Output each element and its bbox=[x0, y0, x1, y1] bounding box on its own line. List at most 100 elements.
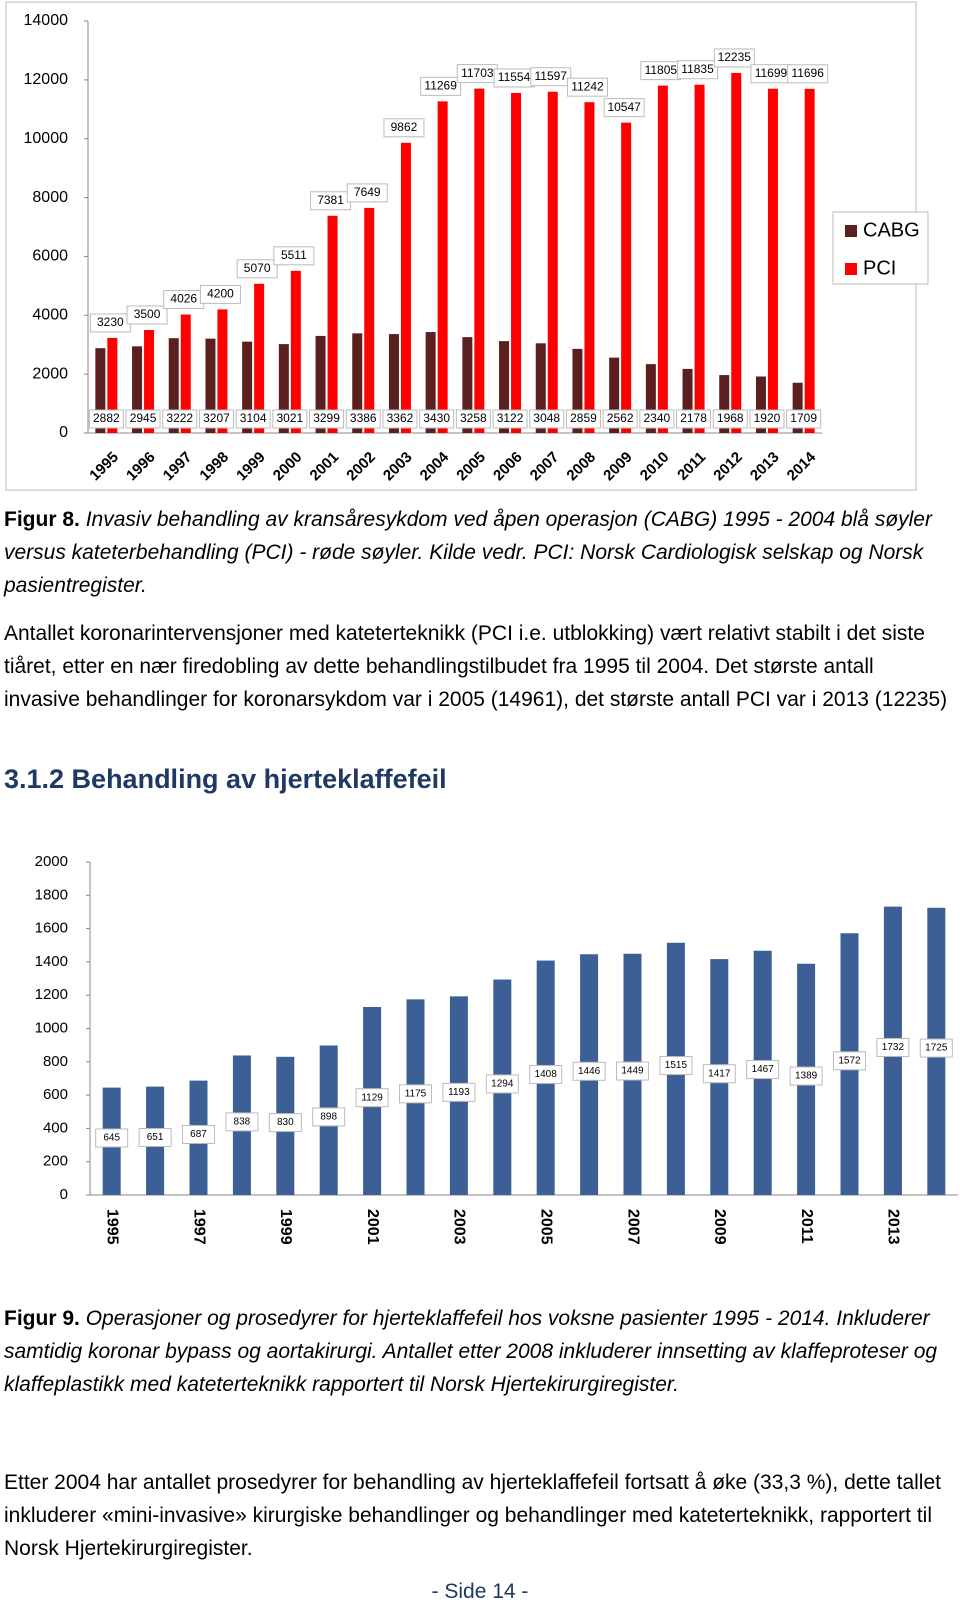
data-label-box bbox=[88, 409, 124, 429]
data-label: 11554 bbox=[498, 70, 531, 84]
caption: Figur 8. Invasiv behandling av kransåres… bbox=[4, 503, 949, 602]
data-label: 11805 bbox=[645, 63, 678, 77]
bar bbox=[144, 330, 155, 433]
data-label: 1193 bbox=[448, 1087, 470, 1098]
data-label-box bbox=[702, 1064, 736, 1084]
data-label-box bbox=[485, 1074, 519, 1094]
data-label-box bbox=[786, 409, 822, 429]
caption-label: Figur 8. bbox=[4, 508, 80, 531]
x-tick-label: 2009 bbox=[711, 1209, 728, 1245]
x-tick-label: 2013 bbox=[885, 1209, 902, 1245]
data-label: 3104 bbox=[240, 411, 267, 425]
x-tick-label: 2001 bbox=[364, 1209, 381, 1245]
data-label-box bbox=[676, 409, 712, 429]
bar bbox=[217, 309, 228, 433]
legend-swatch bbox=[845, 225, 857, 237]
data-label: 2178 bbox=[680, 411, 707, 425]
data-label-box bbox=[529, 409, 565, 429]
data-label-box bbox=[603, 98, 645, 118]
page-footer: - Side 14 - bbox=[431, 1580, 529, 1603]
data-label-box bbox=[126, 305, 168, 325]
bar bbox=[437, 101, 448, 433]
data-label: 1294 bbox=[491, 1079, 514, 1090]
paragraph: Antallet koronarintervensjoner med katet… bbox=[4, 622, 948, 711]
data-label-box bbox=[225, 1112, 259, 1132]
data-label-box bbox=[455, 409, 491, 429]
data-label-box bbox=[492, 409, 528, 429]
y-tick-label: 1800 bbox=[35, 886, 68, 903]
bar bbox=[388, 334, 399, 433]
data-label: 1449 bbox=[621, 1066, 644, 1077]
y-tick-label: 200 bbox=[43, 1153, 68, 1170]
y-tick-label: 2000 bbox=[35, 853, 68, 870]
data-label: 10547 bbox=[607, 100, 641, 114]
data-label: 1389 bbox=[795, 1071, 818, 1082]
data-label: 1446 bbox=[578, 1066, 601, 1077]
data-label-box bbox=[566, 77, 608, 97]
bar bbox=[315, 335, 326, 433]
y-tick-label: 600 bbox=[43, 1086, 68, 1103]
y-tick-label: 10000 bbox=[24, 130, 69, 147]
data-label: 3500 bbox=[134, 307, 161, 321]
bar bbox=[462, 337, 473, 433]
data-label-box bbox=[273, 246, 315, 266]
data-label-box bbox=[713, 48, 755, 68]
data-label-box bbox=[919, 1038, 953, 1058]
data-label-box bbox=[346, 183, 388, 203]
data-label: 1725 bbox=[925, 1043, 948, 1054]
data-label-box bbox=[789, 1066, 823, 1086]
data-label-box bbox=[95, 1128, 129, 1148]
data-label-box bbox=[616, 1061, 649, 1081]
data-label-box bbox=[712, 409, 748, 429]
chart: 0200040006000800010000120001400019952882… bbox=[5, 1, 929, 491]
data-label-box bbox=[602, 409, 638, 429]
y-tick-label: 6000 bbox=[32, 248, 68, 265]
data-label-box bbox=[746, 1060, 780, 1080]
data-label-box bbox=[182, 1124, 215, 1144]
data-label: 2882 bbox=[93, 411, 120, 425]
bar bbox=[792, 382, 803, 433]
bar bbox=[499, 341, 510, 433]
data-label: 687 bbox=[190, 1129, 207, 1140]
bar bbox=[474, 88, 485, 434]
bar bbox=[755, 376, 766, 433]
data-label-box bbox=[125, 409, 161, 429]
bar bbox=[132, 346, 143, 433]
data-label: 2945 bbox=[130, 411, 157, 425]
data-label-box bbox=[639, 409, 675, 429]
y-tick-label: 1400 bbox=[35, 953, 68, 970]
data-label: 12235 bbox=[718, 50, 752, 64]
data-label-box bbox=[236, 259, 278, 279]
data-label-box bbox=[659, 1056, 693, 1076]
data-label-box bbox=[162, 409, 198, 429]
y-tick-label: 8000 bbox=[32, 189, 68, 206]
y-tick-label: 0 bbox=[59, 424, 68, 441]
legend-label: CABG bbox=[863, 219, 920, 241]
data-label: 1968 bbox=[717, 411, 744, 425]
y-tick-label: 1200 bbox=[35, 986, 68, 1003]
bar bbox=[425, 332, 436, 433]
bar bbox=[731, 72, 742, 433]
y-tick-label: 1600 bbox=[35, 920, 68, 937]
data-label: 1417 bbox=[708, 1068, 731, 1079]
data-label: 11699 bbox=[755, 66, 788, 80]
data-label: 838 bbox=[234, 1117, 251, 1128]
bar bbox=[621, 122, 632, 434]
legend-label: PCI bbox=[863, 257, 896, 279]
y-tick-label: 4000 bbox=[32, 307, 68, 324]
data-label: 1572 bbox=[838, 1055, 861, 1066]
y-tick-label: 14000 bbox=[24, 12, 69, 29]
data-label: 5070 bbox=[244, 261, 271, 275]
data-label: 830 bbox=[277, 1117, 294, 1128]
data-label: 1408 bbox=[535, 1069, 558, 1080]
data-label: 3021 bbox=[276, 411, 303, 425]
data-label: 11703 bbox=[461, 66, 494, 80]
bar bbox=[694, 84, 705, 433]
bar bbox=[657, 85, 668, 434]
y-tick-label: 12000 bbox=[24, 71, 69, 88]
data-label: 1709 bbox=[790, 411, 817, 425]
data-label-box bbox=[565, 409, 601, 429]
data-label: 11597 bbox=[535, 69, 568, 83]
data-label-box bbox=[309, 409, 345, 429]
bar bbox=[352, 333, 363, 433]
